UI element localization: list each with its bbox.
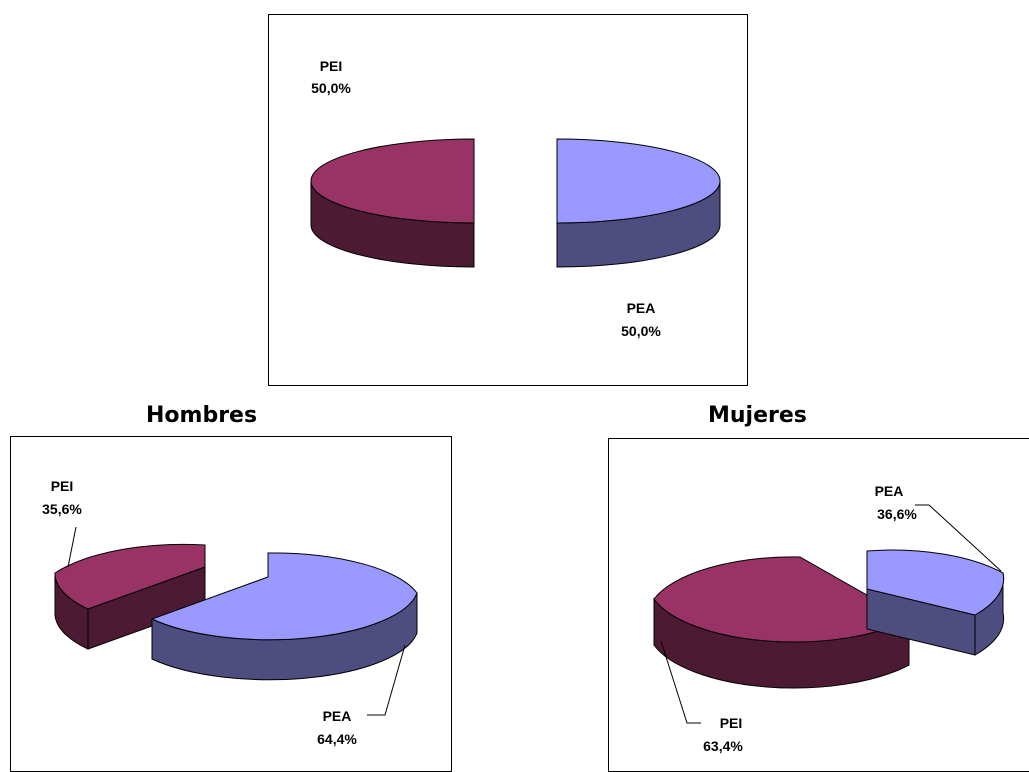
leader-line-pea	[367, 644, 406, 716]
chart-mujeres-title: Mujeres	[708, 403, 807, 428]
value-label-pei: 63,4%	[703, 738, 743, 754]
slice-pei-top	[653, 556, 911, 643]
label-pea: PEA	[323, 708, 352, 724]
value-label-pea: 36,6%	[877, 506, 917, 522]
chart-mujeres-svg: PEA 36,6% PEI 63,4%	[653, 483, 1005, 754]
value-label-pei: 50,0%	[311, 80, 351, 96]
chart-hombres-title: Hombres	[146, 403, 258, 428]
leader-line-pei	[660, 640, 701, 724]
value-label-pea: 50,0%	[621, 323, 661, 339]
label-pea: PEA	[875, 483, 904, 499]
label-pei: PEI	[720, 715, 743, 731]
chart-total-frame: PEI 50,0% PEA 50,0%	[268, 14, 748, 386]
slice-pea-top	[150, 552, 418, 641]
chart-hombres-frame: PEI 35,6% PEA 64,4%	[10, 436, 452, 772]
chart-hombres-svg: PEI 35,6% PEA 64,4%	[42, 478, 418, 747]
value-label-pea: 64,4%	[317, 731, 357, 747]
label-pea: PEA	[627, 300, 656, 316]
leader-line-pei	[67, 526, 77, 568]
slice-pea-top	[556, 138, 721, 224]
leader-line-pea	[915, 504, 1002, 572]
slice-pei-top	[54, 543, 206, 610]
value-label-pei: 35,6%	[42, 501, 82, 517]
label-pei: PEI	[51, 478, 74, 494]
slice-pea-top	[866, 549, 1005, 616]
chart-total-svg: PEI 50,0% PEA 50,0%	[310, 58, 721, 339]
chart-mujeres-frame: PEA 36,6% PEI 63,4%	[608, 438, 1029, 772]
label-pei: PEI	[320, 58, 343, 74]
slice-pei-top	[310, 138, 475, 224]
